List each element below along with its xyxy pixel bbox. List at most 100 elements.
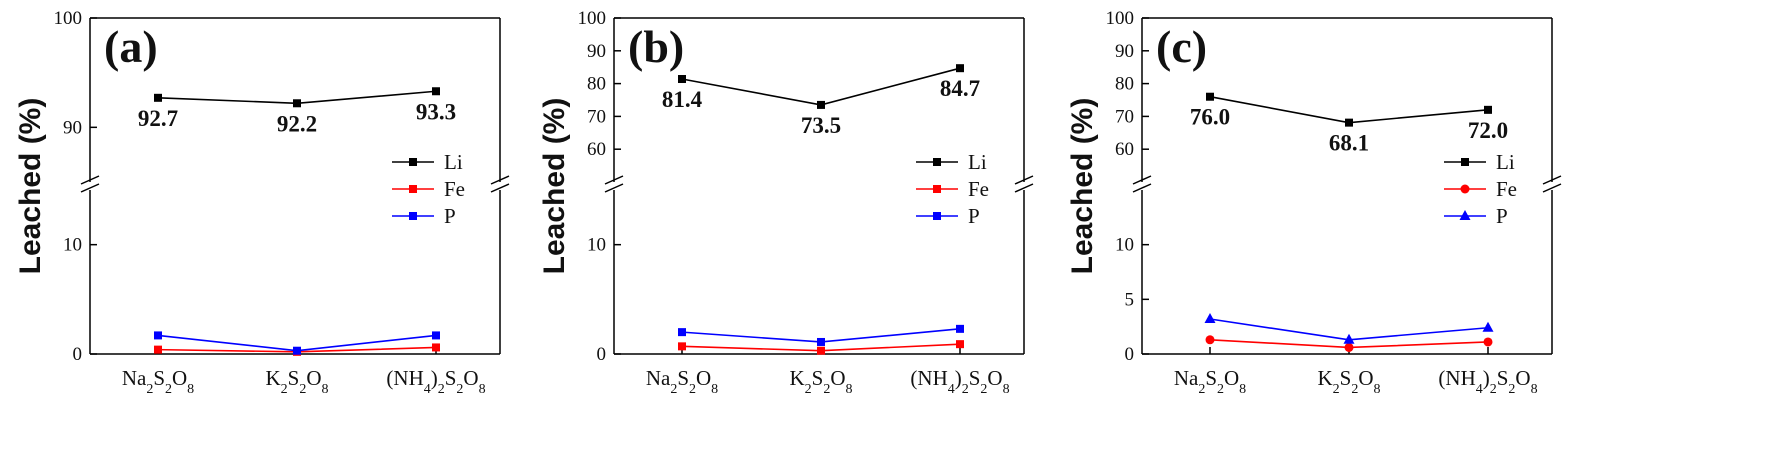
data-point-p (956, 324, 964, 333)
legend-marker-li (1461, 158, 1469, 166)
data-label: 72.0 (1468, 118, 1508, 143)
legend-label-fe: Fe (968, 177, 989, 201)
axis-break-mark (1014, 175, 1034, 185)
legend-marker-li (409, 158, 417, 166)
y-tick-label: 80 (587, 74, 606, 95)
y-tick-label: 100 (54, 8, 83, 29)
data-point-fe (678, 342, 686, 351)
legend-marker-fe (933, 185, 941, 193)
axis-break-mark (1542, 183, 1562, 193)
data-point-p (432, 331, 440, 340)
panel-label: (b) (628, 21, 684, 72)
legend-label-p: P (1496, 204, 1508, 228)
legend-label-li: Li (1496, 150, 1515, 174)
data-point-fe (432, 343, 440, 352)
x-tick-label: (NH4)2S2O8 (386, 366, 485, 397)
x-tick-label: (NH4)2S2O8 (910, 366, 1009, 397)
panel-label: (c) (1156, 21, 1207, 72)
legend-label-fe: Fe (444, 177, 465, 201)
x-tick-label: (NH4)2S2O8 (1438, 366, 1537, 397)
data-point-fe (1483, 337, 1493, 347)
panel-label: (a) (104, 21, 158, 72)
axis-break-mark (1132, 175, 1152, 185)
data-point-li (1206, 92, 1214, 101)
x-tick-label: Na2S2O8 (646, 366, 718, 397)
legend-label-p: P (968, 204, 980, 228)
x-tick-label: K2S2O8 (1317, 366, 1380, 397)
axis-break-mark (604, 175, 624, 185)
axis-break-mark (1132, 183, 1152, 193)
data-point-p (817, 337, 825, 346)
legend-marker-p (933, 212, 941, 220)
data-point-li (154, 93, 162, 102)
legend-label-p: P (444, 204, 456, 228)
data-point-p (1204, 313, 1216, 324)
y-axis-label: Leached (%) (538, 98, 571, 275)
data-point-fe (817, 346, 825, 355)
y-tick-label: 10 (63, 235, 82, 256)
axis-break-mark (80, 183, 100, 193)
axis-break-mark (604, 183, 624, 193)
data-label: 84.7 (940, 76, 980, 101)
chart-panel-1: 90 100 0 10 Na2S2O8 K2S2O8 (NH4)2S2O8 Leached (… (14, 8, 510, 397)
y-tick-label: 100 (578, 8, 607, 29)
y-tick-label: 10 (587, 235, 606, 256)
data-label: 76.0 (1190, 105, 1230, 130)
y-tick-label: 90 (63, 117, 82, 138)
y-tick-label: 70 (587, 106, 606, 127)
y-tick-label: 90 (587, 41, 606, 62)
data-point-p (293, 346, 301, 355)
data-point-fe (956, 340, 964, 349)
legend-label-li: Li (444, 150, 463, 174)
data-label: 68.1 (1329, 131, 1369, 156)
y-tick-label: 0 (1125, 344, 1135, 365)
chart-panel-3: 60 70 80 90 100 0 5 10 Na2S2O8 K2S2O8 (NH4)2S2O8 Le… (1066, 8, 1562, 397)
axis-break-mark (1542, 175, 1562, 185)
data-point-p (154, 331, 162, 340)
data-label: 93.3 (416, 99, 456, 124)
y-axis-label: Leached (%) (14, 98, 47, 275)
x-tick-label: K2S2O8 (265, 366, 328, 397)
data-point-li (678, 75, 686, 84)
series-line-li (681, 67, 961, 106)
y-tick-label: 70 (1115, 106, 1134, 127)
axis-break-mark (490, 183, 510, 193)
legend-marker-p (409, 212, 417, 220)
x-tick-label: Na2S2O8 (1174, 366, 1246, 397)
legend-marker-fe (409, 185, 417, 193)
data-point-li (293, 99, 301, 108)
data-label: 92.7 (138, 106, 178, 131)
chart-panel-2: 60 70 80 90 100 0 10 Na2S2O8 K2S2O8 (NH4)2S2O8 Lea… (538, 8, 1034, 397)
data-point-li (956, 64, 964, 73)
data-point-p (1482, 321, 1494, 332)
y-tick-label: 0 (597, 344, 607, 365)
data-point-li (432, 87, 440, 96)
y-tick-label: 0 (73, 344, 83, 365)
data-point-p (1343, 333, 1355, 344)
data-point-li (1484, 105, 1492, 114)
legend-label-fe: Fe (1496, 177, 1517, 201)
legend-marker-li (933, 158, 941, 166)
y-tick-label: 5 (1125, 289, 1135, 310)
legend-marker-fe (1460, 184, 1470, 194)
y-tick-label: 60 (1115, 139, 1134, 160)
legend-marker-p (1459, 210, 1471, 220)
axis-break-mark (490, 175, 510, 185)
y-tick-label: 60 (587, 139, 606, 160)
legend-label-li: Li (968, 150, 987, 174)
data-point-fe (154, 345, 162, 354)
data-label: 73.5 (801, 113, 841, 138)
data-point-fe (1205, 335, 1215, 345)
y-tick-label: 100 (1106, 8, 1135, 29)
data-label: 92.2 (277, 111, 317, 136)
x-tick-label: Na2S2O8 (122, 366, 194, 397)
y-tick-label: 10 (1115, 235, 1134, 256)
data-point-li (1345, 118, 1353, 127)
data-label: 81.4 (662, 87, 703, 112)
x-tick-label: K2S2O8 (789, 366, 852, 397)
axis-break-mark (80, 175, 100, 185)
y-axis-label: Leached (%) (1066, 98, 1099, 275)
data-point-p (678, 328, 686, 337)
data-point-li (817, 100, 825, 109)
data-point-fe (1344, 342, 1354, 352)
